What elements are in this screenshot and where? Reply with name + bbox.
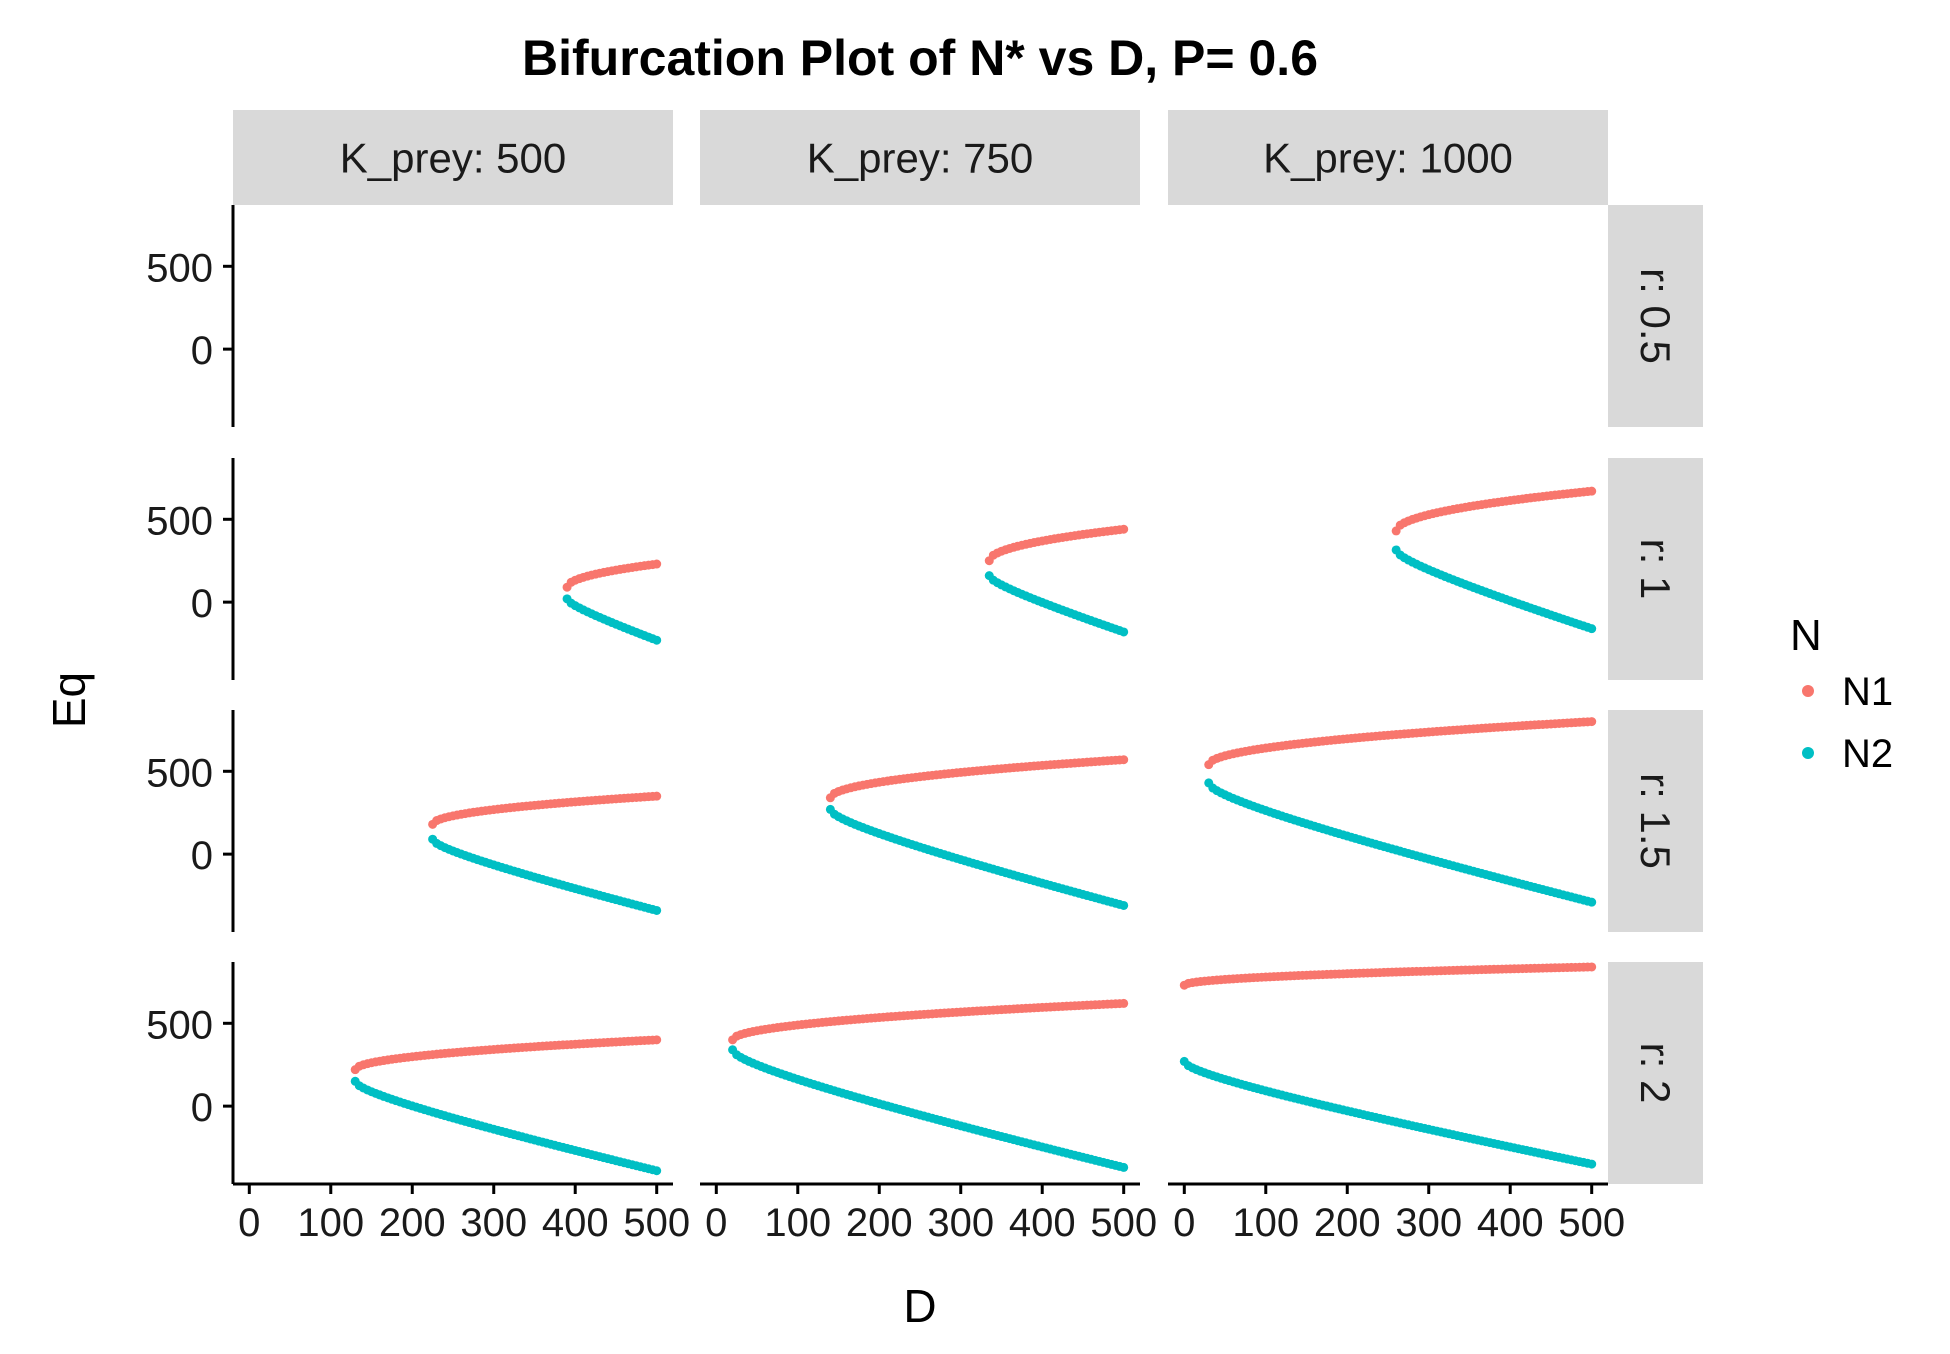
y-tick-label: 0 [191, 329, 213, 373]
strip-label: r: 1.5 [1632, 773, 1679, 869]
panel-points [1204, 717, 1597, 907]
strip-bg [1168, 110, 1608, 205]
y-axis-label: Eq [43, 672, 95, 728]
y-axis: 0 500 [146, 962, 235, 1184]
y-tick-label: 0 [191, 582, 213, 626]
panel-points [350, 1035, 662, 1176]
point-n2 [1587, 1159, 1597, 1169]
legend-key [1802, 747, 1814, 759]
legend-label: N1 [1842, 670, 1893, 714]
x-tick-label: 400 [1477, 1201, 1544, 1245]
x-tick-label: 0 [1173, 1201, 1195, 1245]
point-n2 [652, 1166, 662, 1176]
point-n1 [652, 791, 662, 801]
strip-bg [1608, 205, 1703, 427]
panel-points [1179, 962, 1597, 1169]
legend-entry: N1 [1802, 670, 1893, 714]
facet-strip-col: K_prey: 1000 [1168, 110, 1608, 205]
x-axis: 0 100 200 300 400 500 [1168, 1182, 1625, 1245]
point-n1 [1587, 717, 1597, 727]
facet-strip-row: r: 2 [1608, 962, 1703, 1184]
y-tick-label: 0 [191, 1086, 213, 1130]
x-tick-label: 300 [460, 1201, 527, 1245]
facet-strip-row: r: 0.5 [1608, 205, 1703, 427]
strip-label: r: 2 [1632, 1043, 1679, 1104]
strip-label: K_prey: 750 [807, 135, 1034, 182]
y-tick-label: 500 [146, 1003, 213, 1047]
point-n1 [652, 559, 662, 569]
facet-panels: K_prey: 500 K_prey: 750 K_prey: 1000 r: 0.5… [146, 110, 1703, 1245]
strip-bg [1608, 962, 1703, 1184]
point-n2 [652, 905, 662, 915]
x-tick-label: 100 [764, 1201, 831, 1245]
y-axis: 0 500 [146, 458, 235, 680]
point-n2 [1119, 1162, 1129, 1172]
panel-points [562, 559, 662, 645]
panel-points [428, 791, 662, 915]
point-n1 [1119, 524, 1129, 534]
panel-points [825, 755, 1129, 910]
x-tick-label: 400 [1009, 1201, 1076, 1245]
x-tick-label: 200 [846, 1201, 913, 1245]
legend-label: N2 [1842, 732, 1893, 776]
point-n2 [1587, 624, 1597, 634]
strip-bg [233, 110, 673, 205]
y-tick-label: 0 [191, 834, 213, 878]
x-tick-label: 200 [1314, 1201, 1381, 1245]
x-axis: 0 100 200 300 400 500 [700, 1182, 1157, 1245]
point-n1 [652, 1035, 662, 1045]
point-n1 [1119, 998, 1129, 1008]
x-tick-label: 200 [379, 1201, 446, 1245]
legend-entry: N2 [1802, 732, 1893, 776]
strip-bg [700, 110, 1140, 205]
point-n1 [1587, 486, 1597, 496]
x-tick-label: 500 [1090, 1201, 1157, 1245]
panel-points [984, 524, 1129, 637]
strip-bg [1608, 710, 1703, 932]
y-tick-label: 500 [146, 751, 213, 795]
x-axis: 0 100 200 300 400 500 [233, 1182, 690, 1245]
x-tick-label: 0 [705, 1201, 727, 1245]
y-tick-label: 500 [146, 246, 213, 290]
point-n2 [652, 635, 662, 645]
panel-points [728, 998, 1129, 1172]
x-tick-label: 100 [297, 1201, 364, 1245]
y-tick-label: 500 [146, 499, 213, 543]
point-n2 [1119, 627, 1129, 637]
panel-points [1391, 486, 1597, 634]
point-n1 [1587, 962, 1597, 972]
x-tick-label: 300 [1395, 1201, 1462, 1245]
facet-strip-col: K_prey: 750 [700, 110, 1140, 205]
x-tick-label: 0 [238, 1201, 260, 1245]
x-axis-label: D [903, 1280, 936, 1332]
x-tick-label: 300 [927, 1201, 994, 1245]
x-tick-label: 500 [623, 1201, 690, 1245]
y-axis: 0 500 [146, 205, 235, 427]
chart-title: Bifurcation Plot of N* vs D, P= 0.6 [522, 30, 1318, 86]
y-axis: 0 500 [146, 710, 235, 932]
strip-label: K_prey: 500 [340, 135, 567, 182]
legend-title: N [1790, 611, 1822, 660]
legend-key [1802, 685, 1814, 697]
point-n1 [1119, 755, 1129, 765]
x-tick-label: 100 [1232, 1201, 1299, 1245]
facet-strip-row: r: 1 [1608, 458, 1703, 680]
x-tick-label: 500 [1558, 1201, 1625, 1245]
strip-label: r: 0.5 [1632, 268, 1679, 364]
facet-strip-col: K_prey: 500 [233, 110, 673, 205]
point-n2 [1119, 900, 1129, 910]
strip-label: r: 1 [1632, 539, 1679, 600]
strip-bg [1608, 458, 1703, 680]
x-tick-label: 400 [542, 1201, 609, 1245]
point-n2 [1587, 897, 1597, 907]
facet-strip-row: r: 1.5 [1608, 710, 1703, 932]
strip-label: K_prey: 1000 [1263, 135, 1513, 182]
